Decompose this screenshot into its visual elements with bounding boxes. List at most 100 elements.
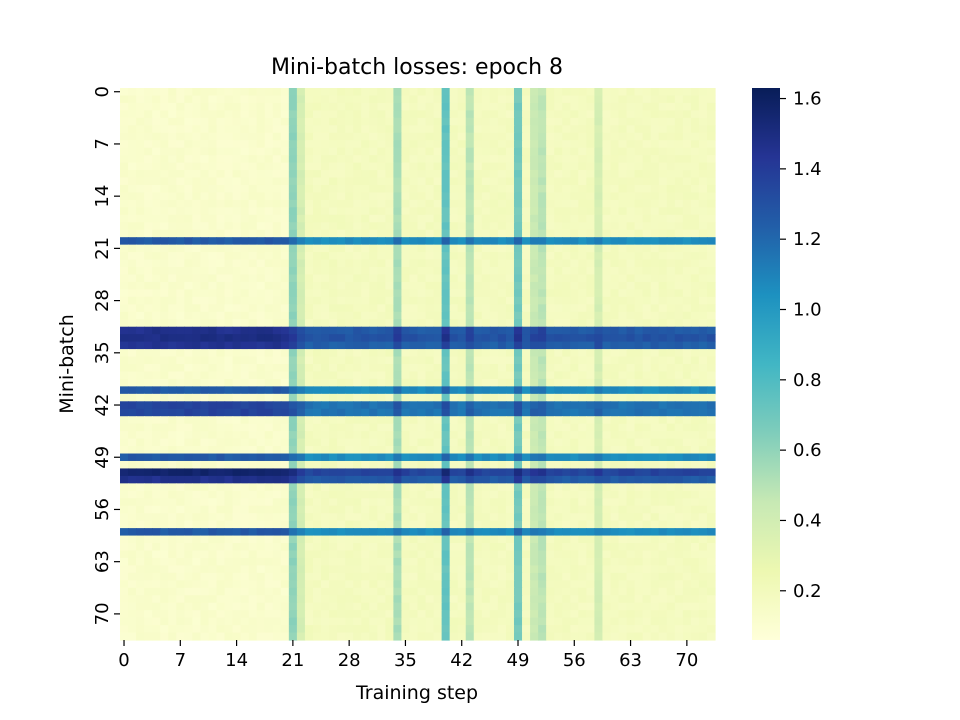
- heatmap-cell: [160, 378, 169, 387]
- heatmap-cell: [546, 460, 555, 470]
- heatmap-cell: [192, 349, 202, 358]
- heatmap-cell: [473, 483, 483, 492]
- heatmap-cell: [457, 326, 467, 335]
- heatmap-cell: [497, 423, 507, 432]
- heatmap-cell: [546, 162, 555, 171]
- heatmap-cell: [570, 304, 579, 313]
- heatmap-cell: [546, 319, 555, 328]
- heatmap-cell: [634, 155, 644, 164]
- heatmap-cell: [361, 513, 370, 522]
- heatmap-cell: [168, 170, 177, 179]
- heatmap-cell: [288, 214, 298, 223]
- heatmap-cell: [256, 192, 266, 201]
- heatmap-cell: [232, 289, 242, 298]
- heatmap-cell: [425, 453, 435, 462]
- heatmap-cell: [280, 393, 290, 402]
- heatmap-cell: [200, 535, 210, 544]
- heatmap-cell: [152, 170, 161, 179]
- heatmap-cell: [626, 259, 636, 268]
- heatmap-cell: [433, 565, 443, 574]
- heatmap-cell: [546, 259, 555, 268]
- heatmap-cell: [312, 498, 322, 507]
- heatmap-cell: [465, 356, 475, 365]
- heatmap-cell: [481, 349, 491, 358]
- heatmap-cell: [120, 557, 129, 567]
- heatmap-cell: [417, 378, 427, 387]
- heatmap-cell: [698, 416, 708, 425]
- heatmap-cell: [128, 95, 137, 104]
- heatmap-cell: [192, 95, 202, 104]
- heatmap-cell: [658, 244, 668, 253]
- heatmap-cell: [176, 460, 185, 470]
- heatmap-cell: [465, 274, 475, 283]
- heatmap-cell: [232, 117, 242, 126]
- heatmap-cell: [409, 431, 419, 440]
- heatmap-cell: [513, 304, 523, 313]
- heatmap-cell: [578, 341, 587, 350]
- heatmap-cell: [361, 498, 370, 507]
- heatmap-cell: [184, 356, 193, 365]
- heatmap-cell: [168, 326, 177, 335]
- heatmap-cell: [176, 244, 185, 253]
- heatmap-cell: [409, 393, 419, 402]
- heatmap-cell: [264, 319, 274, 328]
- heatmap-cell: [312, 102, 322, 111]
- heatmap-cell: [401, 475, 411, 484]
- heatmap-cell: [184, 147, 193, 156]
- heatmap-cell: [288, 453, 298, 462]
- heatmap-cell: [401, 438, 411, 447]
- heatmap-cell: [602, 177, 612, 186]
- heatmap-cell: [602, 319, 612, 328]
- heatmap-cell: [256, 125, 266, 134]
- heatmap-cell: [160, 520, 169, 529]
- heatmap-cell: [200, 371, 210, 380]
- heatmap-cell: [522, 565, 531, 574]
- heatmap-cell: [409, 125, 419, 134]
- heatmap-cell: [481, 408, 491, 417]
- heatmap-cell: [457, 304, 467, 313]
- heatmap-cell: [280, 229, 290, 238]
- heatmap-cell: [513, 117, 523, 126]
- heatmap-cell: [674, 304, 684, 313]
- heatmap-cell: [232, 274, 242, 283]
- heatmap-cell: [385, 117, 394, 126]
- heatmap-cell: [626, 490, 636, 499]
- heatmap-cell: [136, 356, 145, 365]
- heatmap-cell: [578, 252, 587, 261]
- heatmap-cell: [232, 259, 242, 268]
- heatmap-cell: [513, 88, 523, 97]
- heatmap-cell: [522, 446, 531, 455]
- heatmap-cell: [457, 244, 467, 253]
- heatmap-cell: [505, 326, 515, 335]
- heatmap-cell: [497, 543, 507, 552]
- heatmap-cell: [353, 140, 362, 149]
- heatmap-cell: [248, 535, 258, 544]
- heatmap-cell: [562, 304, 571, 313]
- heatmap-cell: [554, 431, 563, 440]
- heatmap-cell: [345, 356, 354, 365]
- heatmap-cell: [473, 177, 483, 186]
- heatmap-cell: [304, 296, 314, 305]
- heatmap-cell: [449, 416, 459, 425]
- heatmap-cell: [152, 244, 161, 253]
- heatmap-cell: [248, 132, 258, 141]
- heatmap-cell: [409, 468, 419, 477]
- heatmap-cell: [634, 170, 644, 179]
- heatmap-cell: [304, 88, 314, 97]
- heatmap-cell: [377, 259, 386, 268]
- heatmap-cell: [264, 528, 274, 537]
- heatmap-cell: [288, 565, 298, 574]
- heatmap-cell: [578, 572, 587, 581]
- heatmap-cell: [184, 170, 193, 179]
- heatmap-cell: [441, 438, 451, 447]
- heatmap-cell: [152, 162, 161, 171]
- heatmap-cell: [666, 147, 676, 156]
- heatmap-cell: [144, 102, 153, 111]
- heatmap-cell: [570, 364, 579, 373]
- heatmap-cell: [513, 259, 523, 268]
- heatmap-cell: [610, 483, 620, 492]
- heatmap-cell: [522, 438, 531, 447]
- heatmap-cell: [296, 140, 306, 149]
- heatmap-cell: [602, 88, 612, 97]
- heatmap-cell: [594, 475, 604, 484]
